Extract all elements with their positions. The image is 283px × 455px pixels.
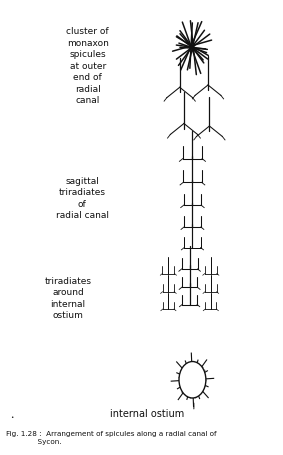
Ellipse shape — [179, 362, 206, 398]
Text: triradiates
around
internal
ostium: triradiates around internal ostium — [44, 276, 91, 320]
Text: sagittal
triradiates
of
radial canal: sagittal triradiates of radial canal — [55, 176, 109, 220]
Text: Fig. 1.28 :  Arrangement of spicules along a radial canal of: Fig. 1.28 : Arrangement of spicules alon… — [6, 430, 216, 436]
Text: •: • — [10, 414, 13, 419]
Text: internal ostium: internal ostium — [110, 408, 184, 418]
Text: Sycon.: Sycon. — [6, 438, 61, 445]
Text: cluster of
monaxon
spicules
at outer
end of
radial
canal: cluster of monaxon spicules at outer end… — [67, 27, 109, 105]
